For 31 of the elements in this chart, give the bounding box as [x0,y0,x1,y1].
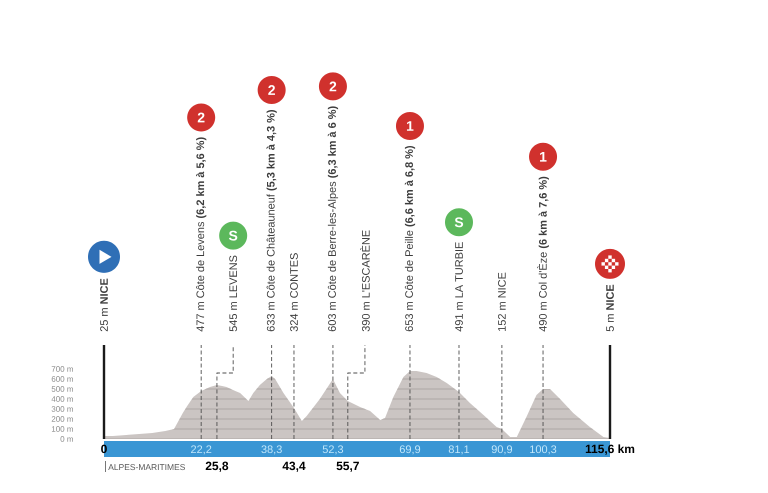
text: 2 [198,112,204,122]
text: 1 [406,121,414,131]
x-tick-label: 100,3 [530,445,556,454]
x-tick-label: 0 [101,444,107,454]
ref-line-label: 490 m Col d'Èze (6 km à 7,6 %) [537,176,549,332]
x2-tick-label: 43,4 [282,462,306,472]
ref-line-label: 477 m Côte de Levens (6,2 km à 5,6 %) [196,137,206,332]
x2-tick-label: 25,8 [206,462,228,472]
x-tick-label: 90,9 [492,445,512,454]
text: 1 [540,152,547,162]
ref-line-label: 324 m CONTES [290,253,298,332]
text: S [454,217,464,228]
ref-line-label: 653 m Côte de Peille (6,6 km à 6,8 %) [404,146,416,332]
x-tick-label: 69,9 [400,445,420,454]
ref-line-label: 5 m NICE [606,284,614,332]
ref-line-label: 390 m L'ESCARÈNE [360,230,370,332]
ref-line-label: 25 m NICE [100,278,108,332]
x-tick-label: 22,2 [191,445,212,454]
text: ALPES-MARITIMES [108,464,185,470]
x-tick-label: 38,3 [261,445,282,454]
ref-line-label: 603 m Côte de Berre-les-Alpes (6,3 km à 6 %) [328,106,338,332]
ref-line-label: 152 m NICE [498,272,506,331]
text: 2 [268,85,275,95]
ref-line-label: 491 m LA TURBIE [455,242,463,332]
x-tick-label: 81,1 [448,445,470,454]
text: 2 [330,82,336,92]
ref-line-label: 633 m Côte de Châteauneuf (5,3 km à 4,3 %) [266,110,277,332]
text: S [228,230,238,241]
x-tick-label: 52,3 [322,445,344,454]
x2-tick-label: 55,7 [336,462,359,472]
ref-line-label: 545 m LEVENS [229,256,238,332]
